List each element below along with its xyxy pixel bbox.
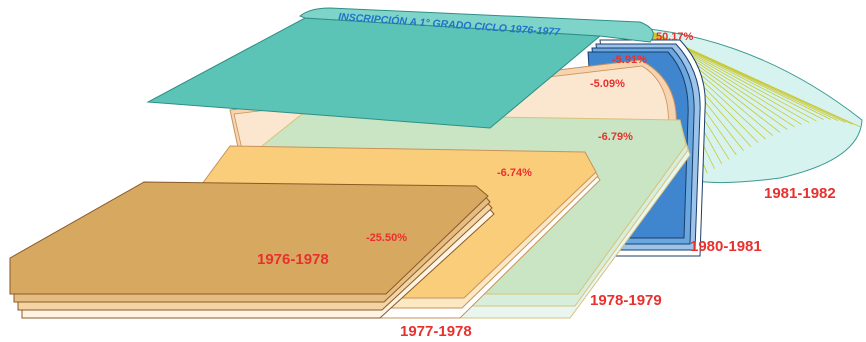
cohort-label-1977-1978: 1977-1978	[400, 323, 472, 340]
cohort-label-1981-1982: 1981-1982	[764, 185, 836, 202]
pct-label-1980-1981: -5.91%	[612, 54, 647, 66]
pct-label-1976-1978: -25.50%	[366, 232, 407, 244]
top-sheet-1976-1977	[146, 7, 654, 129]
pct-label-1981-1982: 50.17%	[656, 31, 694, 43]
pct-label-1978-1979: -6.79%	[598, 131, 633, 143]
pct-label-1977-1978: -6.74%	[497, 167, 532, 179]
cohort-label-1976-1978: 1976-1978	[257, 251, 329, 268]
pct-label-peach: -5.09%	[590, 78, 625, 90]
stack-1976-1978	[9, 181, 495, 319]
cohort-label-1980-1981: 1980-1981	[690, 238, 762, 255]
cohort-label-1978-1979: 1978-1979	[590, 292, 662, 309]
